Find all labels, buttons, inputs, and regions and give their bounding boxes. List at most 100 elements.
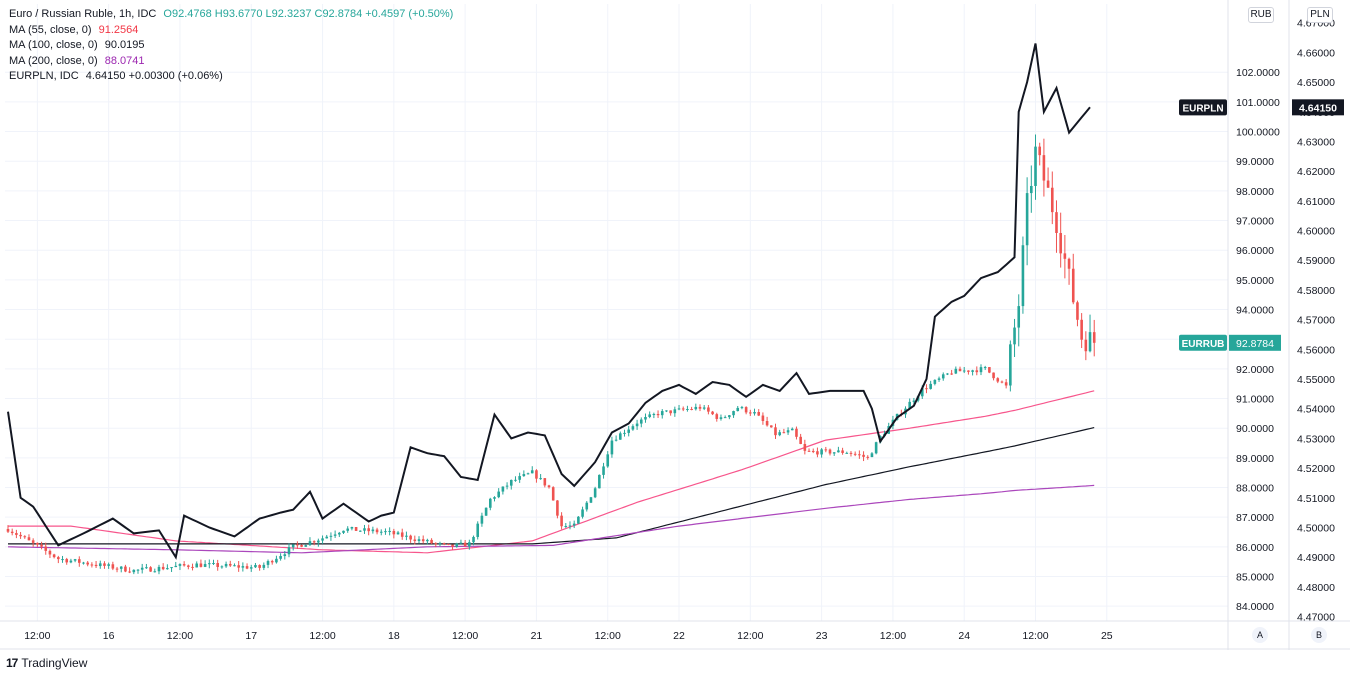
- candle-body: [73, 559, 77, 561]
- candle-body: [862, 454, 865, 457]
- time-tick-label: 24: [958, 630, 970, 642]
- candle-body: [245, 566, 249, 569]
- rub-tick-label: 86.0000: [1236, 542, 1274, 554]
- candle-body: [1059, 232, 1062, 254]
- candle-body: [732, 411, 735, 416]
- candle-body: [354, 526, 358, 531]
- eurrub-name-tag: [1179, 334, 1227, 351]
- candle-body: [287, 547, 291, 555]
- auto-scale-button-a[interactable]: A: [1252, 627, 1268, 643]
- candle-body: [962, 370, 966, 372]
- candle-body: [65, 559, 69, 563]
- candle-body: [757, 411, 761, 416]
- candle-body: [149, 567, 152, 572]
- candle-body: [1088, 332, 1092, 352]
- tradingview-logo[interactable]: 17 TradingView: [6, 656, 87, 670]
- time-tick-label: 12:00: [167, 630, 193, 642]
- candle-body: [635, 423, 639, 427]
- legend-ma100-value: 90.0195: [104, 39, 145, 51]
- candle-body: [212, 563, 215, 565]
- candle-body: [837, 450, 840, 453]
- candle-body: [321, 538, 324, 541]
- legend-ohlc: O92.4768 H93.6770 L92.3237 C92.8784 +0.4…: [163, 8, 454, 20]
- time-tick-label: 21: [531, 630, 543, 642]
- candle-body: [480, 515, 484, 524]
- candle-body: [434, 543, 438, 545]
- candle-body: [338, 532, 341, 535]
- candle-body: [1009, 344, 1012, 386]
- candle-body: [589, 497, 593, 503]
- candle-body: [736, 407, 740, 412]
- candle-body: [426, 539, 429, 542]
- candle-body: [660, 411, 664, 416]
- candle-body: [312, 541, 316, 543]
- time-tick-label: 12:00: [1022, 630, 1048, 642]
- candle-body: [86, 562, 89, 565]
- candle-body: [832, 452, 836, 454]
- candle-body: [115, 568, 119, 570]
- eurrub-name-label: EURRUB: [1182, 339, 1225, 350]
- candle-body: [652, 414, 656, 416]
- candle-body: [430, 539, 433, 544]
- rub-tick-label: 98.0000: [1236, 186, 1274, 198]
- candle-body: [925, 388, 928, 390]
- candle-body: [233, 565, 236, 567]
- candle-body: [614, 439, 618, 441]
- legend-ma55-row[interactable]: MA (55, close, 0) 91.2564: [9, 23, 453, 39]
- candle-body: [459, 542, 463, 544]
- candle-body: [132, 569, 136, 573]
- candle-body: [438, 543, 442, 545]
- legend-ma55-value: 91.2564: [98, 23, 139, 36]
- tradingview-logo-text: TradingView: [21, 656, 88, 670]
- candle-body: [384, 531, 387, 533]
- pln-scale-button[interactable]: PLN: [1307, 7, 1333, 23]
- candle-body: [958, 368, 962, 372]
- candle-body: [1025, 193, 1029, 246]
- legend-ma100-row[interactable]: MA (100, close, 0) 90.0195: [9, 38, 453, 54]
- candle-body: [849, 452, 853, 454]
- candle-body: [161, 566, 165, 570]
- rub-tick-label: 92.0000: [1236, 364, 1274, 376]
- candle-body: [870, 453, 874, 458]
- time-tick-label: 22: [673, 630, 685, 642]
- candle-body: [564, 526, 568, 528]
- chart-legend: Euro / Russian Ruble, 1h, IDC O92.4768 H…: [9, 7, 453, 85]
- candle-body: [749, 412, 752, 414]
- candle-body: [182, 564, 186, 566]
- legend-eurpln-row[interactable]: EURPLN, IDC 4.64150 +0.00300 (+0.06%): [9, 69, 453, 85]
- candle-body: [442, 543, 446, 545]
- candle-body: [421, 539, 425, 542]
- candle-body: [61, 559, 64, 561]
- candle-body: [954, 368, 958, 374]
- candle-body: [665, 410, 668, 412]
- candle-body: [489, 498, 492, 508]
- candle-body: [140, 567, 144, 570]
- candle-body: [270, 561, 274, 563]
- legend-ma200-row[interactable]: MA (200, close, 0) 88.0741: [9, 54, 453, 70]
- candle-body: [249, 567, 253, 569]
- candle-body: [69, 560, 73, 563]
- rub-tick-label: 94.0000: [1236, 305, 1274, 317]
- candle-body: [996, 378, 1000, 382]
- candle-body: [572, 523, 576, 526]
- time-tick-label: 12:00: [309, 630, 335, 642]
- candle-body: [707, 407, 710, 412]
- candle-body: [493, 497, 496, 499]
- candle-body: [1084, 339, 1088, 352]
- pln-tick-label: 4.47000: [1297, 612, 1335, 624]
- candle-body: [1000, 381, 1004, 383]
- candle-body: [1067, 258, 1071, 269]
- candle-body: [1034, 146, 1037, 186]
- pln-tick-label: 4.53000: [1297, 433, 1335, 445]
- rub-tick-label: 102.0000: [1236, 67, 1280, 79]
- auto-scale-button-b[interactable]: B: [1311, 627, 1327, 643]
- candle-body: [715, 414, 719, 419]
- candle-body: [283, 554, 287, 557]
- candle-body: [128, 571, 131, 573]
- candle-body: [31, 540, 35, 543]
- pln-tick-label: 4.61000: [1297, 196, 1335, 208]
- candle-body: [686, 408, 689, 410]
- rub-scale-button[interactable]: RUB: [1248, 7, 1274, 23]
